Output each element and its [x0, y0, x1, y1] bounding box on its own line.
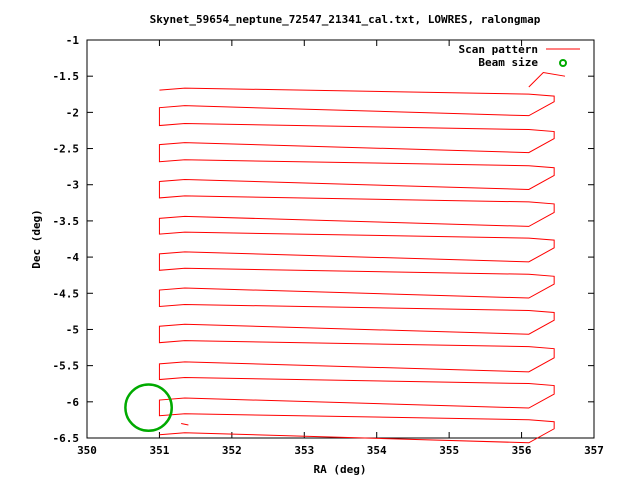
legend-label-beam-size: Beam size — [478, 56, 538, 69]
y-tick-label: -3.5 — [53, 215, 80, 228]
x-axis-ticks: 350 351 352 353 354 355 356 357 — [77, 40, 604, 457]
y-tick-label: -1 — [66, 34, 80, 47]
x-tick-label: 355 — [439, 444, 459, 457]
y-tick-label: -4.5 — [53, 287, 80, 300]
y-tick-label: -2 — [66, 106, 79, 119]
x-tick-label: 350 — [77, 444, 97, 457]
y-tick-label: -2.5 — [53, 143, 80, 156]
y-tick-label: -6.5 — [53, 432, 80, 445]
x-tick-label: 351 — [149, 444, 169, 457]
scan-pattern-end-mark — [528, 72, 566, 88]
series-layer — [124, 72, 566, 444]
x-axis-label: RA (deg) — [314, 463, 367, 476]
y-tick-label: -6 — [66, 396, 80, 409]
y-tick-label: -5.5 — [53, 360, 80, 373]
beam-size-circle — [124, 383, 173, 433]
y-axis-label: Dec (deg) — [30, 209, 43, 269]
y-tick-label: -1.5 — [53, 70, 80, 83]
plot-frame — [86, 39, 595, 439]
y-tick-label: -3 — [66, 179, 79, 192]
x-tick-label: 354 — [367, 444, 387, 457]
legend-swatch-beam-size — [559, 59, 567, 67]
x-tick-label: 357 — [584, 444, 604, 457]
scan-pattern-line — [158, 87, 555, 444]
y-axis-ticks: -1 -1.5 -2 -2.5 -3 -3.5 -4 -4.5 -5 -5.5 -6 -6.5 — [53, 34, 594, 445]
x-tick-label: 356 — [512, 444, 532, 457]
legend-label-scan-pattern: Scan pattern — [459, 43, 538, 56]
x-tick-label: 352 — [222, 444, 242, 457]
y-tick-label: -5 — [66, 323, 79, 336]
legend: Scan pattern Beam size — [459, 43, 580, 69]
scan-pattern-start-mark — [181, 423, 189, 426]
y-tick-label: -4 — [66, 251, 80, 264]
chart-title: Skynet_59654_neptune_72547_21341_cal.txt… — [150, 13, 541, 26]
x-tick-label: 353 — [294, 444, 314, 457]
